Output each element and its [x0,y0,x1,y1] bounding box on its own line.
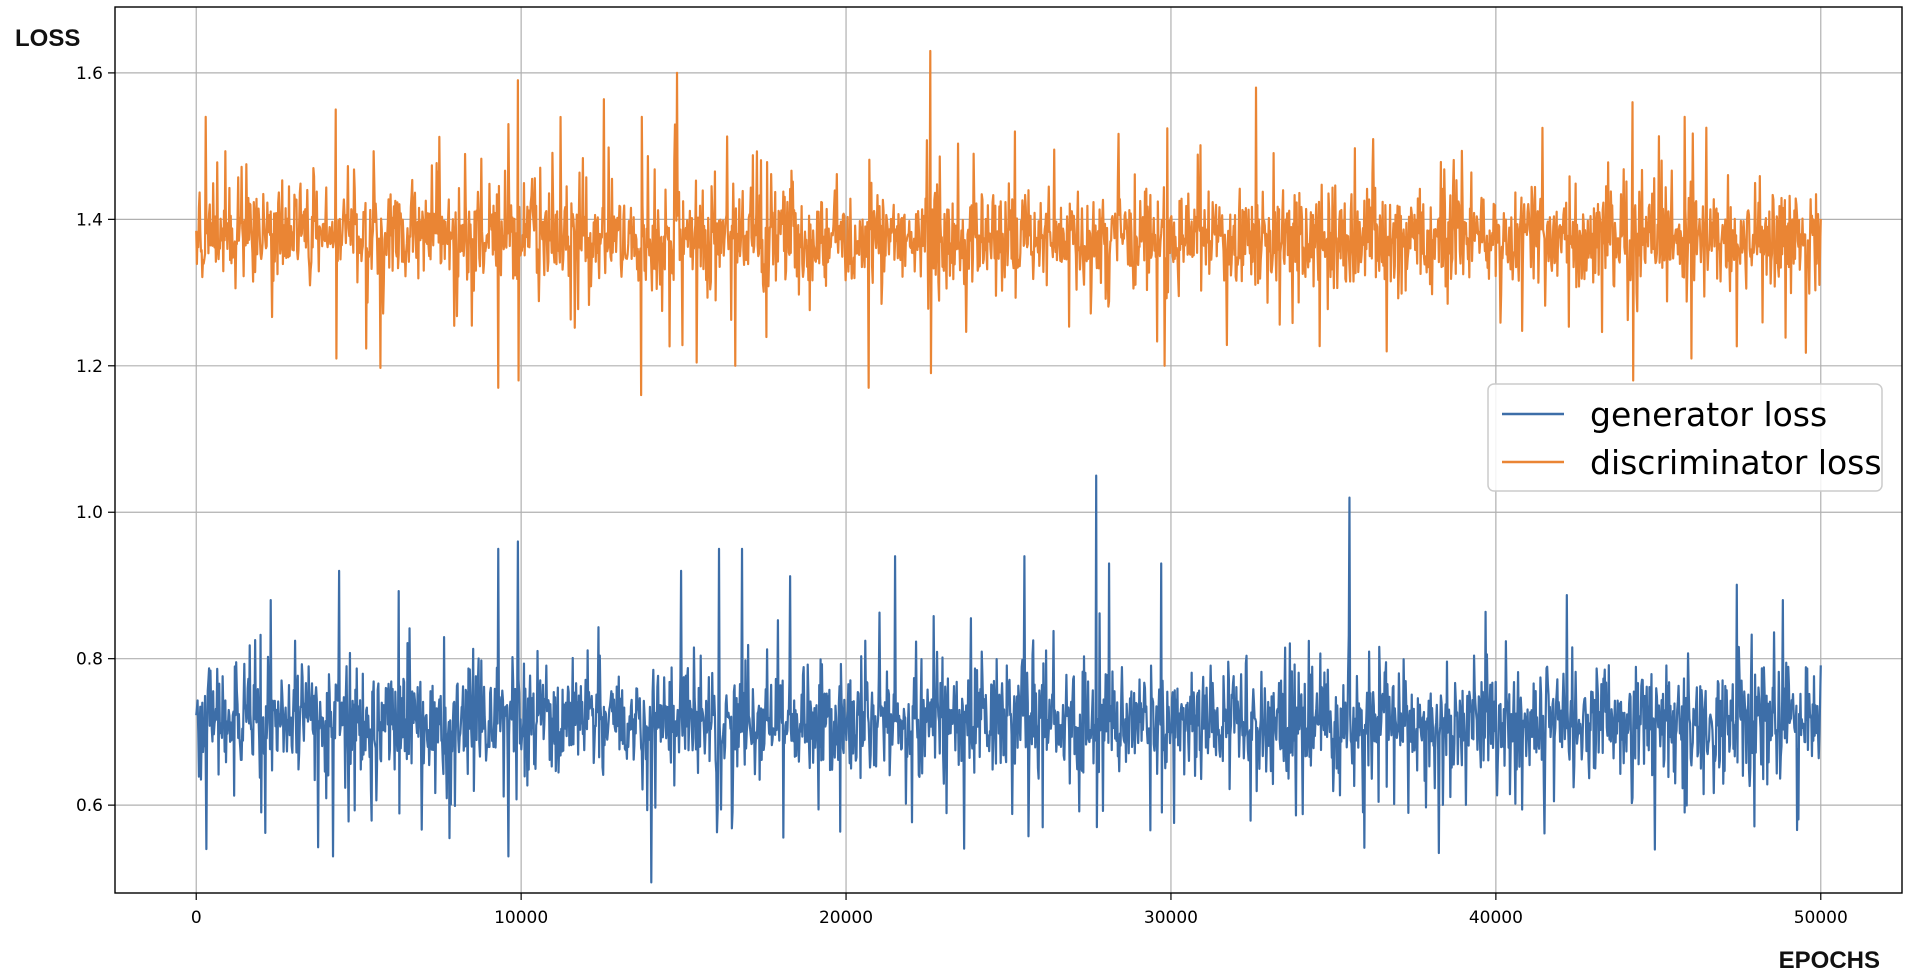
y-tick-label: 0.8 [76,650,103,670]
y-tick-label: 1.2 [76,357,103,377]
y-tick-label: 1.4 [76,210,103,230]
y-tick-label: 0.6 [76,796,103,816]
x-tick-label: 10000 [494,908,548,928]
series-lines [195,49,1822,884]
axis-ticks: 0 10000 20000 30000 40000 50000 0.6 0.8 1.0 1.2 1.… [76,64,1848,928]
legend-label-discriminator-loss: discriminator loss [1590,443,1882,482]
x-axis-title: EPOCHS [1779,947,1880,974]
x-tick-label: 30000 [1144,908,1198,928]
legend: generator loss discriminator loss [1487,383,1883,492]
series-line-generator-loss [195,474,1822,884]
series-line-discriminator-loss [195,49,1822,397]
x-tick-label: 0 [191,908,202,928]
x-tick-label: 20000 [819,908,873,928]
y-axis-title: LOSS [15,25,80,52]
legend-label-generator-loss: generator loss [1590,395,1827,434]
x-tick-label: 50000 [1794,908,1848,928]
y-tick-label: 1.0 [76,503,103,523]
y-tick-label: 1.6 [76,64,103,84]
x-tick-label: 40000 [1469,908,1523,928]
plot-frame [114,6,1903,894]
legend-box [1487,383,1883,492]
